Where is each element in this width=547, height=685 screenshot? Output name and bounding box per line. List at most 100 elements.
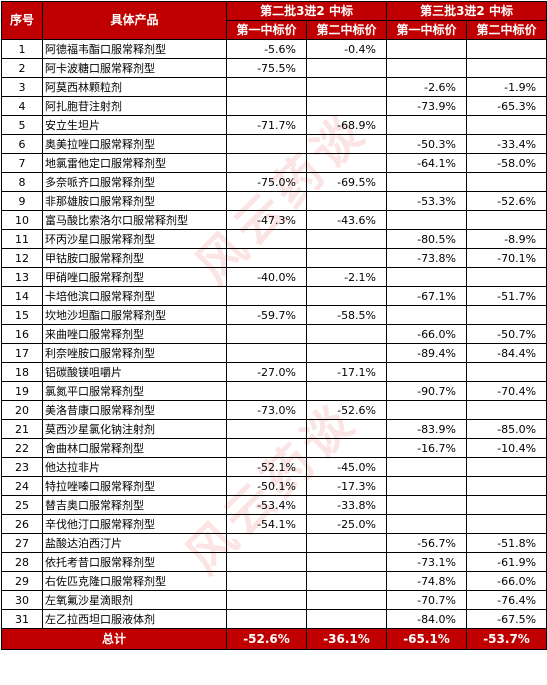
row-batch3-second-price: -61.9%: [466, 552, 547, 572]
total-batch3-second: -53.7%: [466, 628, 547, 650]
row-product-name: 非那雄胺口服常释剂型: [42, 191, 227, 211]
row-batch3-second-price: -70.4%: [466, 381, 547, 401]
table-row: 20 美洛昔康口服常释剂型 -73.0% -52.6%: [1, 400, 547, 420]
row-batch2-first-price: [226, 419, 307, 439]
row-batch2-second-price: [305, 286, 388, 306]
row-batch2-first-price: -40.0%: [226, 267, 307, 287]
table-row: 9 非那雄胺口服常释剂型 -53.3% -52.6%: [1, 191, 547, 211]
row-seq: 15: [1, 305, 43, 325]
row-batch2-first-price: -54.1%: [226, 514, 307, 534]
table-body: 1 阿德福韦酯口服常释剂型 -5.6% -0.4% 2 阿卡波糖口服常释剂型 -75.5% 3…: [1, 39, 547, 629]
row-batch2-second-price: [305, 533, 388, 553]
row-batch2-second-price: -68.9%: [305, 115, 388, 135]
row-batch2-second-price: [305, 58, 388, 78]
row-batch3-second-price: -58.0%: [466, 153, 547, 173]
row-batch3-first-price: [386, 115, 468, 135]
row-seq: 26: [1, 514, 43, 534]
row-batch2-first-price: -27.0%: [226, 362, 307, 382]
table-row: 21 莫西沙星氯化钠注射剂 -83.9% -85.0%: [1, 419, 547, 439]
row-batch3-second-price: -70.1%: [466, 248, 547, 268]
row-batch3-second-price: -51.7%: [466, 286, 547, 306]
row-batch2-second-price: [305, 324, 388, 344]
table-row: 22 舍曲林口服常释剂型 -16.7% -10.4%: [1, 438, 547, 458]
row-product-name: 甲硝唑口服常释剂型: [42, 267, 227, 287]
row-batch3-first-price: [386, 400, 468, 420]
row-batch2-first-price: -47.3%: [226, 210, 307, 230]
row-batch3-second-price: -66.0%: [466, 571, 547, 591]
row-batch2-second-price: [305, 590, 388, 610]
row-seq: 18: [1, 362, 43, 382]
row-batch3-first-price: [386, 210, 468, 230]
row-batch2-first-price: -50.1%: [226, 476, 307, 496]
table-row: 10 富马酸比索洛尔口服常释剂型 -47.3% -43.6%: [1, 210, 547, 230]
table-row: 30 左氧氟沙星滴眼剂 -70.7% -76.4%: [1, 590, 547, 610]
header-batch3-first-price: 第一中标价: [386, 20, 468, 40]
table-row: 25 替吉奥口服常释剂型 -53.4% -33.8%: [1, 495, 547, 515]
row-batch3-first-price: -2.6%: [386, 77, 468, 97]
row-batch3-first-price: [386, 267, 468, 287]
total-batch3-first: -65.1%: [386, 628, 468, 650]
row-batch2-first-price: [226, 248, 307, 268]
table-row: 28 依托考昔口服常释剂型 -73.1% -61.9%: [1, 552, 547, 572]
row-batch2-second-price: -33.8%: [305, 495, 388, 515]
row-batch2-first-price: -71.7%: [226, 115, 307, 135]
row-batch3-second-price: -65.3%: [466, 96, 547, 116]
row-batch2-second-price: [305, 229, 388, 249]
row-batch2-first-price: [226, 153, 307, 173]
row-product-name: 奥美拉唑口服常释剂型: [42, 134, 227, 154]
table-row: 2 阿卡波糖口服常释剂型 -75.5%: [1, 58, 547, 78]
row-batch3-first-price: -80.5%: [386, 229, 468, 249]
row-batch3-second-price: [466, 305, 547, 325]
table-row: 3 阿莫西林颗粒剂 -2.6% -1.9%: [1, 77, 547, 97]
row-batch3-second-price: -85.0%: [466, 419, 547, 439]
table-row: 13 甲硝唑口服常释剂型 -40.0% -2.1%: [1, 267, 547, 287]
row-batch3-second-price: [466, 476, 547, 496]
row-seq: 24: [1, 476, 43, 496]
row-batch2-first-price: [226, 96, 307, 116]
row-product-name: 替吉奥口服常释剂型: [42, 495, 227, 515]
row-batch3-first-price: [386, 457, 468, 477]
row-batch2-second-price: -69.5%: [305, 172, 388, 192]
row-batch3-first-price: -67.1%: [386, 286, 468, 306]
row-batch3-second-price: [466, 457, 547, 477]
row-batch2-first-price: [226, 134, 307, 154]
table-row: 15 坎地沙坦酯口服常释剂型 -59.7% -58.5%: [1, 305, 547, 325]
row-seq: 1: [1, 39, 43, 59]
row-seq: 7: [1, 153, 43, 173]
row-batch3-second-price: [466, 210, 547, 230]
row-batch2-second-price: [305, 248, 388, 268]
row-seq: 25: [1, 495, 43, 515]
row-batch2-first-price: [226, 552, 307, 572]
row-product-name: 他达拉非片: [42, 457, 227, 477]
row-product-name: 辛伐他汀口服常释剂型: [42, 514, 227, 534]
header-seq: 序号: [1, 1, 43, 40]
total-batch2-first: -52.6%: [226, 628, 307, 650]
row-batch2-second-price: -43.6%: [305, 210, 388, 230]
table-row: 6 奥美拉唑口服常释剂型 -50.3% -33.4%: [1, 134, 547, 154]
row-product-name: 特拉唑嗪口服常释剂型: [42, 476, 227, 496]
row-seq: 22: [1, 438, 43, 458]
table-row: 31 左乙拉西坦口服液体剂 -84.0% -67.5%: [1, 609, 547, 629]
table-row: 23 他达拉非片 -52.1% -45.0%: [1, 457, 547, 477]
row-batch2-second-price: [305, 419, 388, 439]
row-product-name: 环丙沙星口服常释剂型: [42, 229, 227, 249]
table-row: 24 特拉唑嗪口服常释剂型 -50.1% -17.3%: [1, 476, 547, 496]
row-seq: 28: [1, 552, 43, 572]
row-batch3-first-price: [386, 514, 468, 534]
row-batch3-first-price: [386, 39, 468, 59]
row-product-name: 坎地沙坦酯口服常释剂型: [42, 305, 227, 325]
row-seq: 13: [1, 267, 43, 287]
row-batch2-first-price: -52.1%: [226, 457, 307, 477]
row-batch3-second-price: -52.6%: [466, 191, 547, 211]
row-seq: 2: [1, 58, 43, 78]
row-product-name: 右佐匹克隆口服常释剂型: [42, 571, 227, 591]
row-product-name: 地氯雷他定口服常释剂型: [42, 153, 227, 173]
row-batch3-first-price: -53.3%: [386, 191, 468, 211]
row-batch3-first-price: -70.7%: [386, 590, 468, 610]
row-product-name: 多奈哌齐口服常释剂型: [42, 172, 227, 192]
row-batch3-second-price: [466, 267, 547, 287]
table-row: 7 地氯雷他定口服常释剂型 -64.1% -58.0%: [1, 153, 547, 173]
row-seq: 5: [1, 115, 43, 135]
row-batch3-first-price: -73.1%: [386, 552, 468, 572]
table-row: 14 卡培他滨口服常释剂型 -67.1% -51.7%: [1, 286, 547, 306]
